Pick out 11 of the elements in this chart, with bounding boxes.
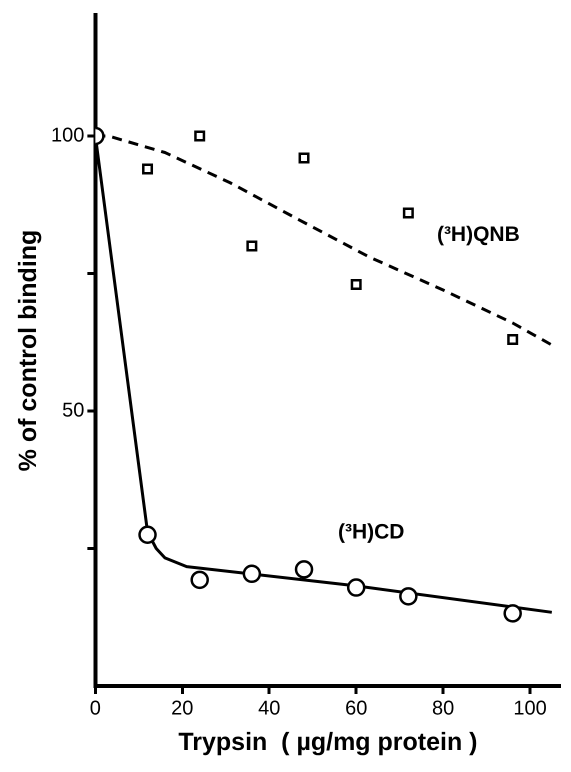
x-tick-label: 80 [432,698,454,720]
y-axis-title: % of control binding [14,230,42,472]
y-tick-label: 50 [62,400,84,422]
x-tick-label: 40 [258,698,280,720]
x-tick-label: 100 [513,698,547,720]
series-label: (³H)CD [338,520,404,544]
x-axis-title: Trypsin ( µg/mg protein ) [178,728,478,756]
x-tick-label: 60 [345,698,368,720]
series-label: (³H)QNB [436,222,520,246]
x-tick-label: 20 [171,698,194,720]
x-tick-label: 0 [90,698,101,720]
